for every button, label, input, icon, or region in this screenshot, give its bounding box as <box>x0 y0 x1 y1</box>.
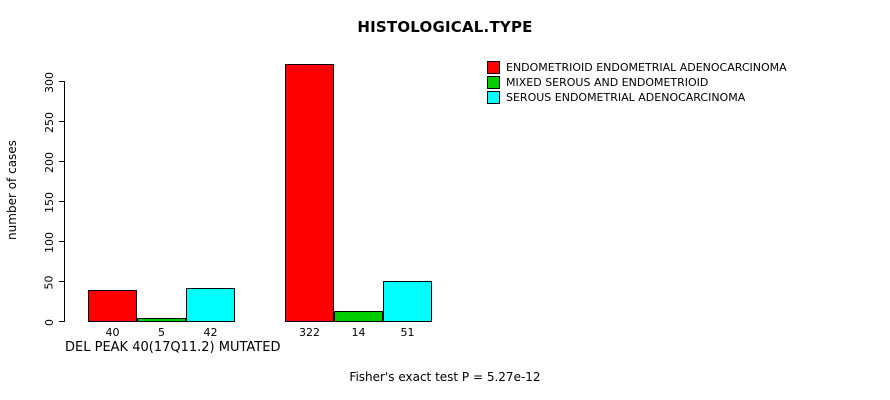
y-axis: 0 50 100 150 200 250 300 <box>25 52 65 326</box>
y-tick-label: 300 <box>42 71 56 93</box>
legend-item: SEROUS ENDOMETRIAL ADENOCARCINOMA <box>487 91 787 104</box>
legend-item: MIXED SEROUS AND ENDOMETRIOID <box>487 76 787 89</box>
bar <box>285 64 334 322</box>
bar-value-label: 5 <box>158 326 165 339</box>
y-tick-label: 200 <box>42 151 56 173</box>
y-tick-label: 250 <box>42 111 56 133</box>
bar-value-label: 42 <box>203 326 218 339</box>
bar-value-label: 322 <box>299 326 320 339</box>
legend: ENDOMETRIOID ENDOMETRIAL ADENOCARCINOMA … <box>487 61 787 106</box>
y-tick-label: 50 <box>42 275 56 289</box>
y-tick-mark <box>59 121 65 122</box>
legend-swatch-green <box>487 76 500 89</box>
x-axis-label: DEL PEAK 40(17Q11.2) MUTATED <box>65 340 281 355</box>
y-tick-mark <box>59 321 65 322</box>
bar <box>88 290 137 322</box>
bar <box>137 318 186 322</box>
y-tick-mark <box>59 241 65 242</box>
bar-value-label: 51 <box>400 326 415 339</box>
bar <box>186 288 235 322</box>
y-tick-label: 150 <box>42 191 56 213</box>
legend-swatch-cyan <box>487 91 500 104</box>
bar <box>383 281 432 322</box>
y-tick-mark <box>59 201 65 202</box>
legend-label: SEROUS ENDOMETRIAL ADENOCARCINOMA <box>506 91 746 104</box>
y-axis-label: number of cases <box>5 140 19 240</box>
legend-swatch-red <box>487 61 500 74</box>
chart-title: HISTOLOGICAL.TYPE <box>357 18 533 36</box>
bar-value-label: 14 <box>351 326 366 339</box>
legend-label: ENDOMETRIOID ENDOMETRIAL ADENOCARCINOMA <box>506 61 787 74</box>
bar <box>334 311 383 322</box>
y-tick-label: 0 <box>42 318 56 326</box>
y-tick-label: 100 <box>42 231 56 253</box>
bar-value-label: 40 <box>105 326 120 339</box>
legend-label: MIXED SEROUS AND ENDOMETRIOID <box>506 76 709 89</box>
legend-item: ENDOMETRIOID ENDOMETRIAL ADENOCARCINOMA <box>487 61 787 74</box>
y-tick-mark <box>59 161 65 162</box>
plot-area: 40 322 5 14 42 51 <box>65 52 445 339</box>
stat-test-caption: Fisher's exact test P = 5.27e-12 <box>349 370 541 384</box>
y-tick-mark <box>59 281 65 282</box>
y-axis-line <box>64 82 65 322</box>
y-tick-mark <box>59 81 65 82</box>
